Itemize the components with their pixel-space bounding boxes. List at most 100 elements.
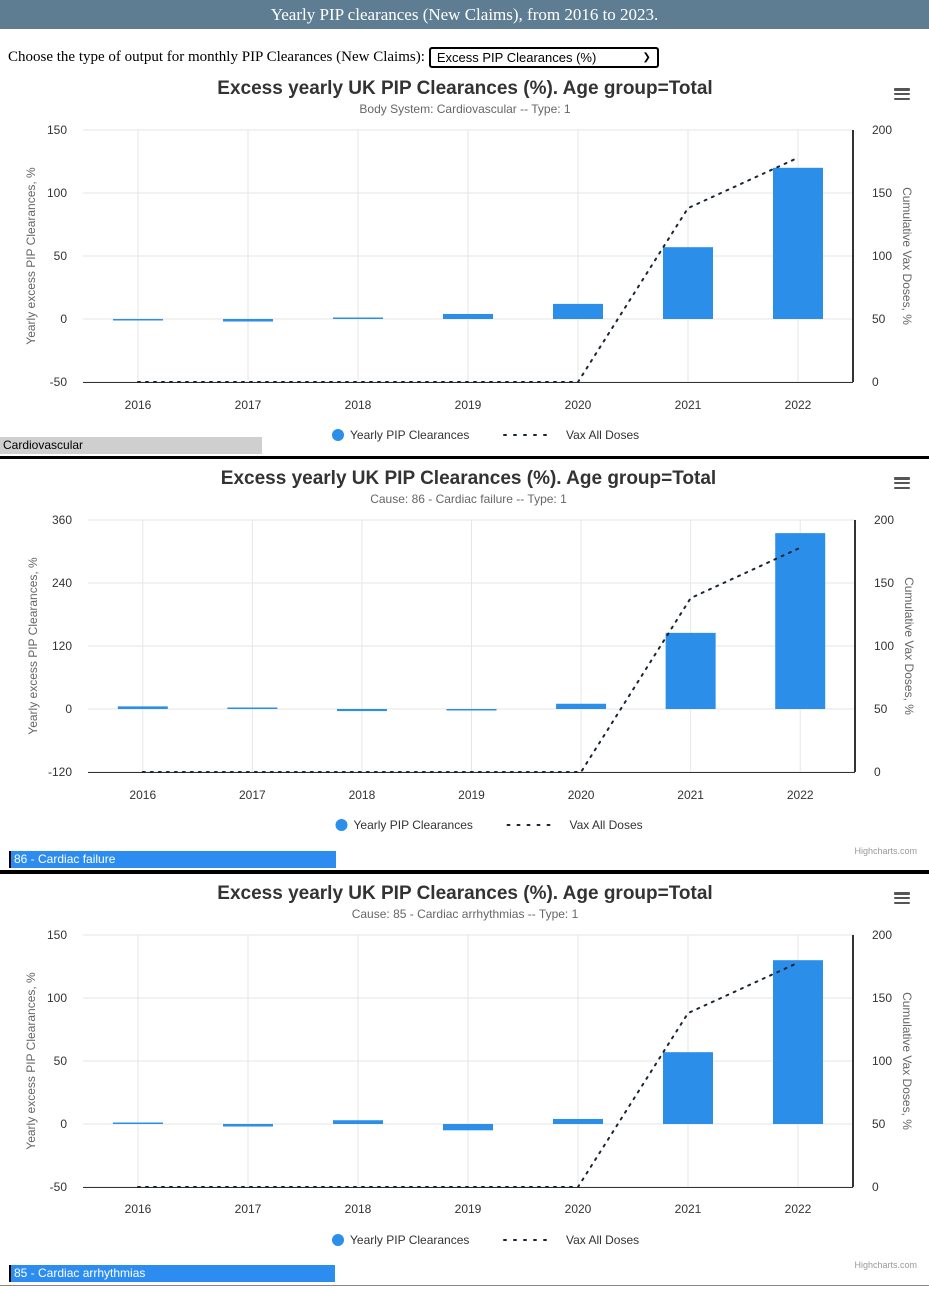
- y-tick-label: -50: [50, 1180, 68, 1194]
- y2-tick-label: 50: [872, 312, 886, 326]
- legend-bar-label: Yearly PIP Clearances: [354, 818, 473, 832]
- vax-line: [137, 156, 799, 383]
- y2-tick-label: 50: [874, 702, 888, 716]
- chart-menu-icon[interactable]: [894, 477, 910, 489]
- chart-menu-icon[interactable]: [894, 892, 910, 904]
- bar: [117, 706, 168, 709]
- y-axis-title: Yearly excess PIP Clearances, %: [24, 972, 38, 1150]
- bar: [553, 303, 603, 319]
- chart-title: Excess yearly UK PIP Clearances (%). Age…: [217, 883, 712, 904]
- y2-tick-label: 200: [872, 928, 892, 942]
- y-axis-title: Yearly excess PIP Clearances, %: [24, 167, 38, 345]
- y2-tick-label: 100: [874, 639, 894, 653]
- bar: [663, 247, 713, 319]
- y-axis-title: Yearly excess PIP Clearances, %: [26, 557, 40, 735]
- x-tick-label: 2018: [349, 788, 376, 802]
- legend-line-label: Vax All Doses: [566, 428, 639, 442]
- x-tick-label: 2021: [677, 788, 704, 802]
- legend-bar-symbol: [332, 1234, 344, 1246]
- x-tick-label: 2020: [565, 1202, 592, 1216]
- y-tick-label: 150: [47, 123, 67, 137]
- y-tick-label: 50: [54, 1054, 68, 1068]
- x-tick-label: 2019: [455, 398, 482, 412]
- bar: [556, 703, 607, 709]
- bar: [443, 1124, 493, 1131]
- legend-bar-label: Yearly PIP Clearances: [350, 428, 469, 442]
- y2-axis-title: Cumulative Vax Doses, %: [900, 187, 914, 325]
- panel-separator: [0, 456, 929, 459]
- y2-tick-label: 0: [872, 375, 879, 389]
- bar: [223, 319, 273, 322]
- legend-bar-symbol: [332, 429, 344, 441]
- y-tick-label: 360: [52, 513, 72, 527]
- chart-subtitle: Cause: 86 - Cardiac failure -- Type: 1: [370, 492, 567, 506]
- x-tick-label: 2020: [565, 398, 592, 412]
- chart-subtitle: Body System: Cardiovascular -- Type: 1: [359, 102, 571, 116]
- y-tick-label: -120: [48, 765, 72, 779]
- chart-svg: Excess yearly UK PIP Clearances (%). Age…: [24, 78, 914, 442]
- highcharts-credit[interactable]: Highcharts.com: [854, 846, 917, 856]
- x-tick-label: 2021: [675, 398, 702, 412]
- y-tick-label: 150: [47, 928, 67, 942]
- chart-panel-cardiovascular: Excess yearly UK PIP Clearances (%). Age…: [0, 73, 929, 457]
- legend-line-label: Vax All Doses: [566, 1233, 639, 1247]
- chart-name-bar: Cardiovascular: [0, 437, 262, 454]
- x-tick-label: 2020: [568, 788, 595, 802]
- legend-bar-label: Yearly PIP Clearances: [350, 1233, 469, 1247]
- y2-tick-label: 0: [874, 765, 881, 779]
- bar: [227, 707, 278, 709]
- x-tick-label: 2022: [787, 788, 814, 802]
- y2-tick-label: 150: [872, 991, 892, 1005]
- bar: [773, 960, 823, 1124]
- bar: [113, 319, 163, 321]
- page-bottom-rule: [0, 1285, 929, 1286]
- y-tick-label: 0: [60, 312, 67, 326]
- y2-tick-label: 100: [872, 249, 892, 263]
- y2-tick-label: 50: [872, 1117, 886, 1131]
- y2-axis-title: Cumulative Vax Doses, %: [900, 992, 914, 1130]
- x-tick-label: 2017: [239, 788, 266, 802]
- y-tick-label: -50: [50, 375, 68, 389]
- x-tick-label: 2018: [345, 398, 372, 412]
- legend-bar-symbol: [335, 819, 348, 831]
- x-tick-label: 2016: [125, 398, 152, 412]
- chooser-label: Choose the type of output for monthly PI…: [8, 48, 425, 65]
- bar: [775, 533, 826, 709]
- vax-line: [137, 961, 799, 1188]
- x-tick-label: 2022: [785, 1202, 812, 1216]
- y-tick-label: 100: [47, 991, 67, 1005]
- y2-tick-label: 200: [874, 513, 894, 527]
- chart-subtitle: Cause: 85 - Cardiac arrhythmias -- Type:…: [352, 907, 579, 921]
- y-tick-label: 50: [54, 249, 68, 263]
- bar: [446, 709, 497, 711]
- y-tick-label: 120: [52, 639, 72, 653]
- y2-tick-label: 0: [872, 1180, 879, 1194]
- bar: [665, 632, 716, 709]
- y2-axis-title: Cumulative Vax Doses, %: [902, 577, 916, 715]
- highcharts-credit[interactable]: Highcharts.com: [854, 1260, 917, 1270]
- y2-tick-label: 150: [874, 576, 894, 590]
- page-title: Yearly PIP clearances (New Claims), from…: [0, 0, 929, 29]
- vax-line: [141, 546, 802, 773]
- x-tick-label: 2019: [455, 1202, 482, 1216]
- chart-panel-cardiac-arrhythmias: Excess yearly UK PIP Clearances (%). Age…: [0, 877, 929, 1289]
- x-tick-label: 2017: [235, 1202, 262, 1216]
- chart-name-bar: 86 - Cardiac failure: [9, 851, 336, 868]
- chart-svg: Excess yearly UK PIP Clearances (%). Age…: [24, 883, 914, 1247]
- legend-line-label: Vax All Doses: [570, 818, 643, 832]
- y-tick-label: 240: [52, 576, 72, 590]
- output-chooser: Choose the type of output for monthly PI…: [8, 46, 659, 68]
- chart-menu-icon[interactable]: [894, 88, 910, 100]
- bar: [553, 1118, 603, 1124]
- bar: [443, 313, 493, 319]
- y2-tick-label: 100: [872, 1054, 892, 1068]
- y-tick-label: 0: [60, 1117, 67, 1131]
- bar: [333, 1120, 383, 1124]
- chart-title: Excess yearly UK PIP Clearances (%). Age…: [221, 468, 716, 489]
- bar: [223, 1124, 273, 1127]
- x-tick-label: 2016: [129, 788, 156, 802]
- bar: [333, 317, 383, 319]
- output-type-select[interactable]: Excess PIP Clearances (%) ❯: [428, 46, 659, 68]
- x-tick-label: 2016: [125, 1202, 152, 1216]
- bar: [113, 1122, 163, 1124]
